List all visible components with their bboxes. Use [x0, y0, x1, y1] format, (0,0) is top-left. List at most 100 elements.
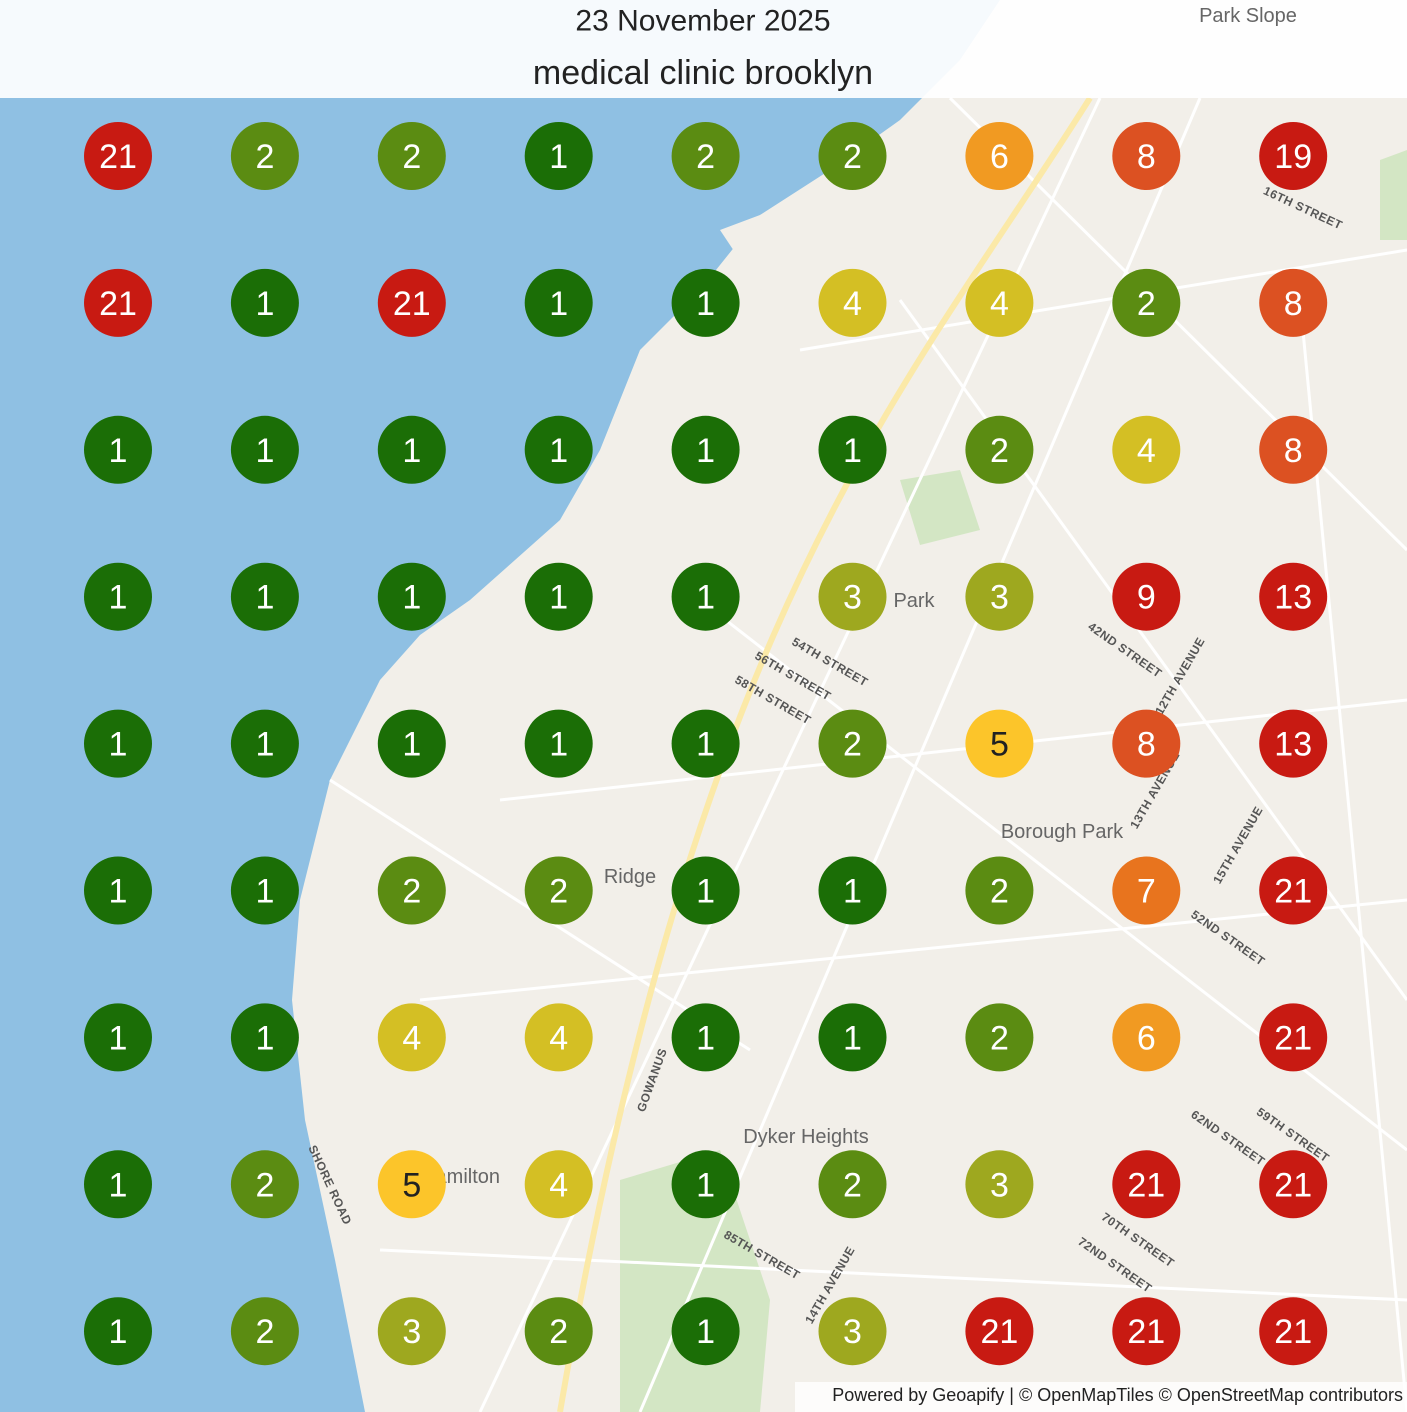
highway [557, 96, 1093, 1412]
rank-marker [1259, 856, 1328, 925]
rank-marker [1259, 1003, 1328, 1072]
rank-marker [1259, 122, 1328, 190]
rank-number: 2 [696, 138, 715, 176]
rank-number: 4 [549, 1166, 568, 1204]
rank-number: 8 [1137, 726, 1156, 764]
rank-number: 1 [255, 432, 274, 470]
rank-marker [818, 562, 887, 631]
rank-marker [818, 415, 887, 484]
rank-marker [230, 1297, 299, 1366]
rank-marker [524, 1003, 593, 1072]
rank-number: 5 [990, 726, 1009, 764]
rank-marker [377, 1297, 446, 1366]
rank-number: 9 [1137, 579, 1156, 617]
rank-number: 2 [549, 873, 568, 911]
rank-number: 8 [1284, 432, 1303, 470]
rank-marker [1259, 709, 1328, 778]
rank-marker [377, 268, 446, 337]
rank-marker [230, 1003, 299, 1072]
rank-marker [1259, 415, 1328, 484]
rank-number: 13 [1274, 579, 1312, 617]
rank-number: 1 [843, 432, 862, 470]
rank-marker [1112, 709, 1181, 778]
rank-number: 2 [402, 873, 421, 911]
rank-number: 1 [696, 873, 715, 911]
rank-marker [1112, 1297, 1181, 1366]
rank-number: 1 [109, 726, 128, 764]
rank-marker [965, 415, 1034, 484]
map-label: Ridge [604, 866, 656, 888]
rank-number: 1 [109, 579, 128, 617]
pier [600, 440, 660, 520]
rank-number: 21 [99, 138, 137, 176]
rank-marker [377, 856, 446, 925]
rank-number: 7 [1137, 873, 1156, 911]
rank-marker [524, 1150, 593, 1219]
rank-marker [671, 1003, 740, 1072]
rank-number: 3 [843, 1313, 862, 1351]
rank-number: 1 [402, 432, 421, 470]
date: 23 November 2025 [575, 5, 830, 38]
rank-marker [84, 856, 152, 925]
rank-number: 6 [1137, 1019, 1156, 1057]
rank-number: 3 [990, 1166, 1009, 1204]
rank-marker [818, 122, 887, 190]
rank-marker [1112, 268, 1181, 337]
rank-number: 1 [255, 285, 274, 323]
rank-marker [84, 1297, 152, 1366]
rank-marker [1259, 1150, 1328, 1219]
rank-marker [84, 709, 152, 778]
rank-number: 2 [843, 726, 862, 764]
rank-marker [671, 562, 740, 631]
rank-number: 1 [255, 873, 274, 911]
rank-marker [84, 268, 152, 337]
rank-marker [965, 1003, 1034, 1072]
rank-number: 1 [255, 579, 274, 617]
rank-marker [1112, 1150, 1181, 1219]
rank-number: 1 [549, 432, 568, 470]
rank-marker [524, 709, 593, 778]
rank-number: 1 [549, 285, 568, 323]
rank-marker [524, 268, 593, 337]
rank-number: 1 [696, 1166, 715, 1204]
rank-marker [230, 856, 299, 925]
rank-marker [818, 1297, 887, 1366]
rank-number: 2 [990, 873, 1009, 911]
rank-number: 1 [843, 873, 862, 911]
rank-number: 6 [990, 138, 1009, 176]
rank-number: 13 [1274, 726, 1312, 764]
attribution: Powered by Geoapify | © OpenMapTiles © O… [832, 1385, 1403, 1405]
rank-number: 1 [109, 1019, 128, 1057]
rank-marker [524, 562, 593, 631]
rank-marker [1112, 122, 1181, 190]
rank-marker [1259, 1297, 1328, 1366]
map-label: Park [893, 590, 935, 612]
rank-marker [524, 1297, 593, 1366]
rank-number: 8 [1284, 285, 1303, 323]
map-label: Park Slope [1199, 5, 1297, 27]
rank-number: 21 [99, 285, 137, 323]
rank-marker [84, 1150, 152, 1219]
rank-number: 21 [1274, 1166, 1312, 1204]
rank-marker [1259, 268, 1328, 337]
rank-number: 1 [255, 1019, 274, 1057]
rank-number: 1 [696, 579, 715, 617]
rank-number: 2 [549, 1313, 568, 1351]
rank-marker [524, 856, 593, 925]
rank-marker [377, 122, 446, 190]
rank-marker [230, 122, 299, 190]
rank-number: 21 [1274, 1019, 1312, 1057]
rank-marker [377, 709, 446, 778]
rank-marker [524, 415, 593, 484]
rank-marker [1112, 856, 1181, 925]
rank-number: 4 [402, 1019, 421, 1057]
rank-number: 1 [696, 432, 715, 470]
rank-marker [818, 1003, 887, 1072]
rank-number: 2 [990, 1019, 1009, 1057]
rank-number: 1 [109, 873, 128, 911]
rank-number: 4 [549, 1019, 568, 1057]
rank-marker [84, 562, 152, 631]
rank-marker [230, 268, 299, 337]
rank-marker [671, 268, 740, 337]
